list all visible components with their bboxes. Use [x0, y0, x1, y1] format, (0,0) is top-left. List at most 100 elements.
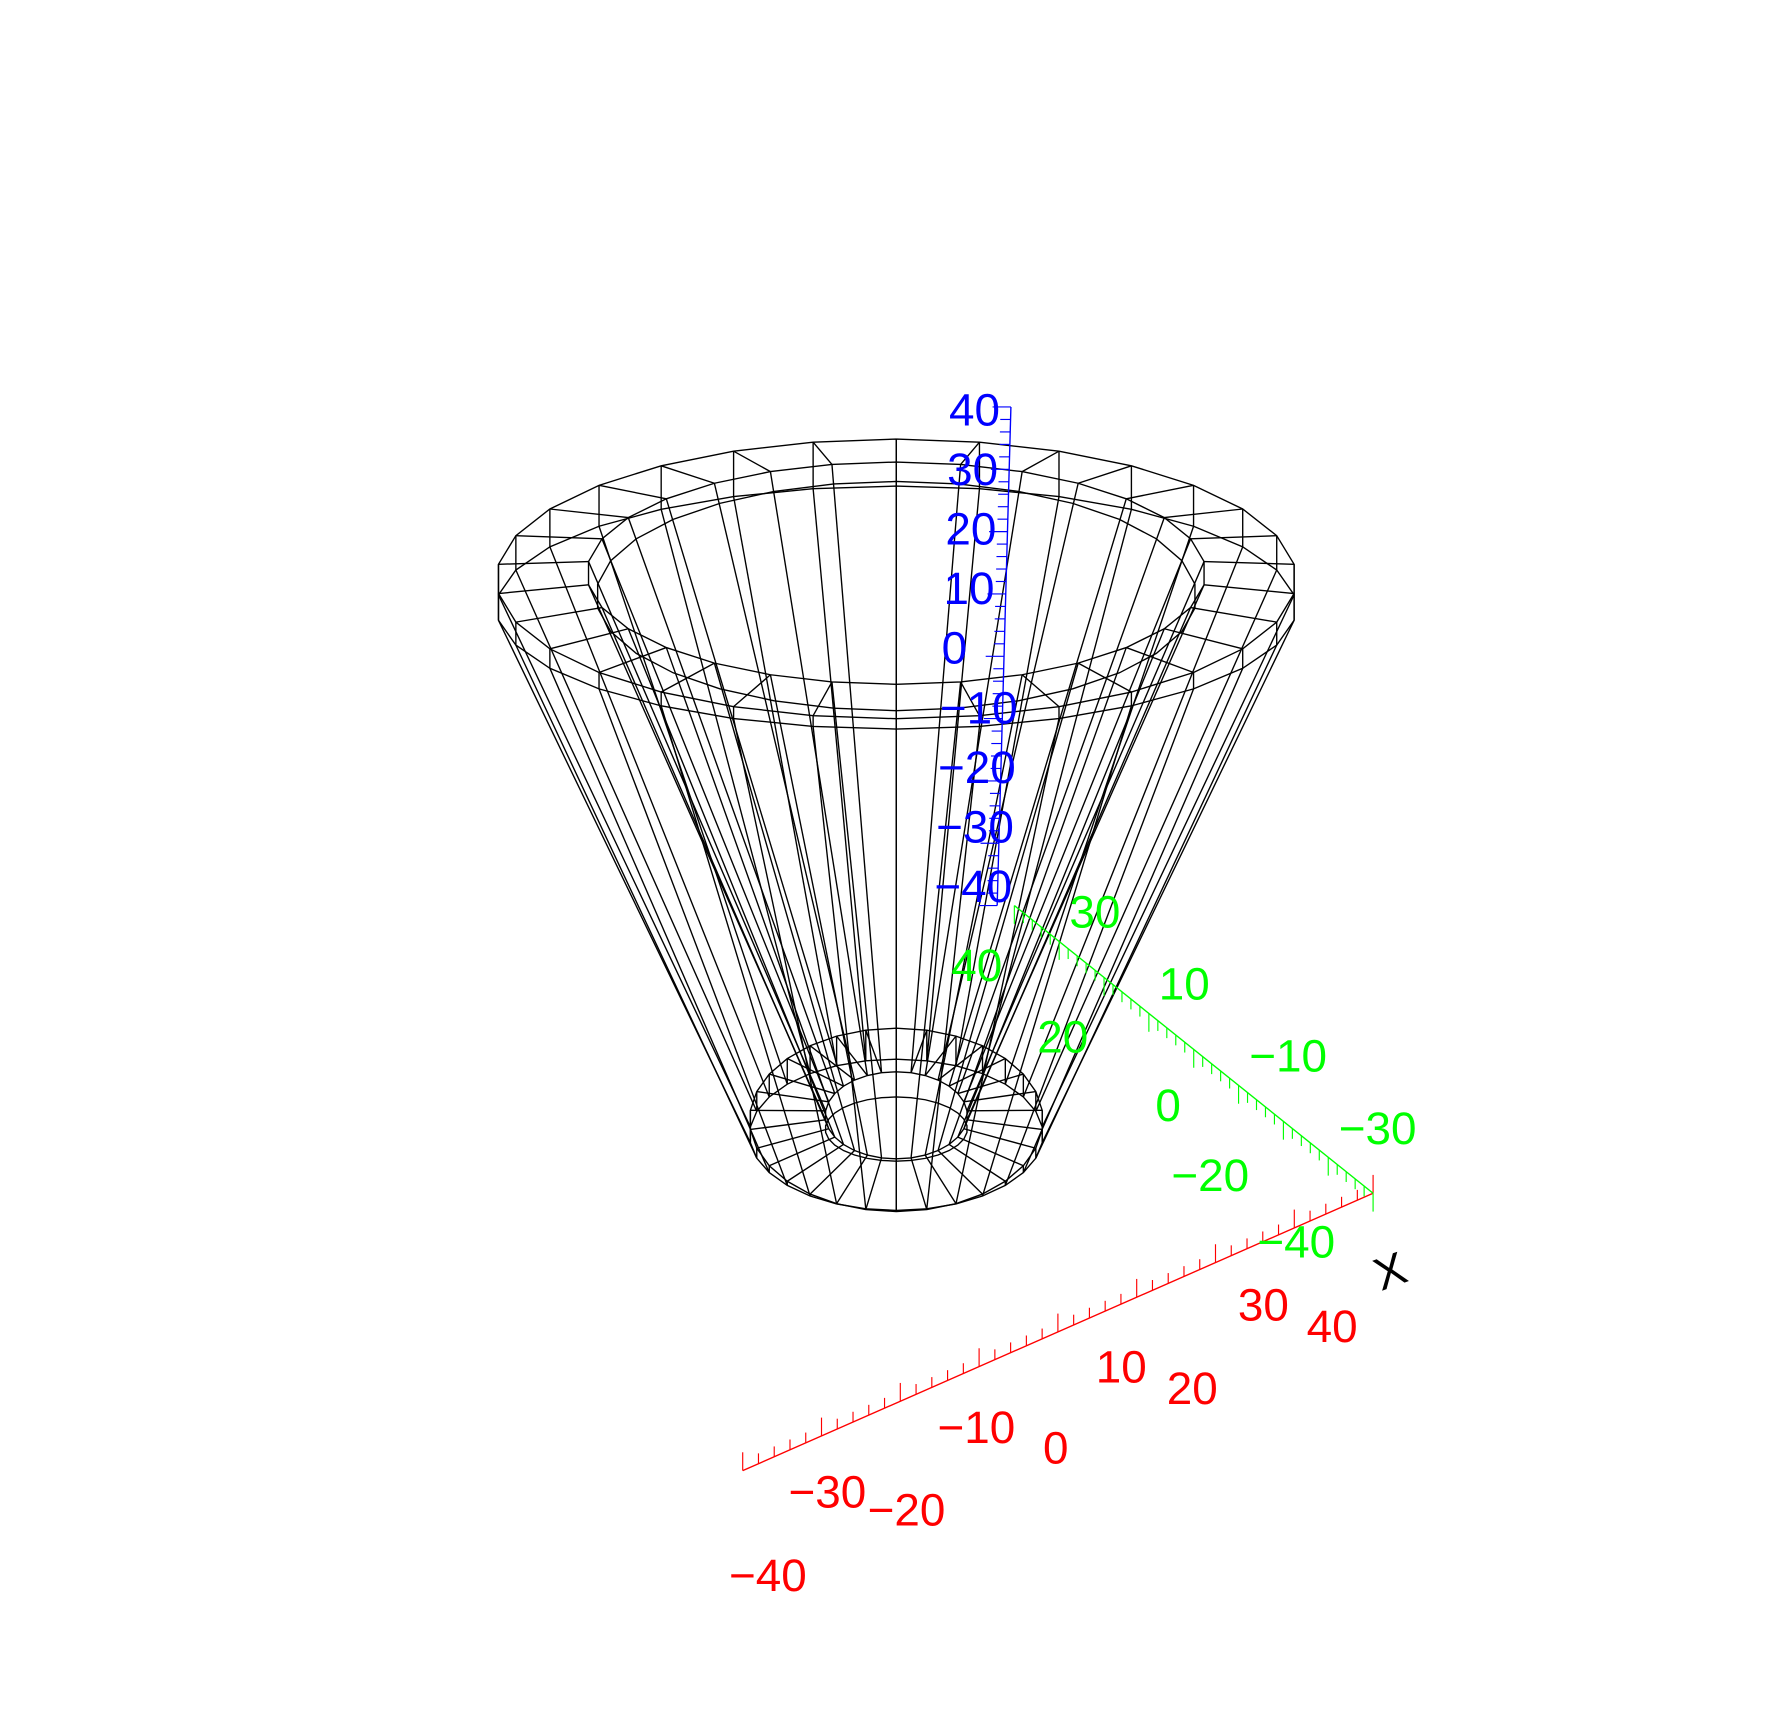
top-face-edge — [515, 606, 603, 623]
outer-generator — [812, 488, 867, 1061]
bottom-face-edge — [937, 1045, 983, 1081]
z-axis-tick-label: −20 — [938, 742, 1016, 793]
inner-generator — [665, 498, 845, 1087]
outer-generator — [732, 718, 838, 1205]
inner-generator — [963, 538, 1192, 1103]
inner-generator — [924, 674, 1023, 1156]
bottom-face-edge — [756, 1128, 829, 1149]
outer-generator — [598, 688, 788, 1186]
top-face-edge — [498, 560, 589, 565]
outer-generator — [812, 726, 867, 1209]
bottom-face-edge — [786, 1057, 844, 1087]
outer-generator — [549, 546, 770, 1098]
top-face-edge — [812, 441, 833, 465]
inner-generator — [769, 674, 869, 1156]
x-axis-tick-label: 30 — [1238, 1279, 1289, 1330]
inner-generator — [948, 647, 1127, 1145]
inner-generator — [966, 561, 1205, 1112]
top-face-edge — [598, 484, 667, 500]
inner-generator — [910, 464, 962, 1073]
z-axis-tick-label: 40 — [949, 384, 1000, 435]
bottom-face-edge — [786, 1143, 844, 1182]
bottom-face-edge — [963, 1128, 1036, 1149]
outer-generator — [515, 569, 758, 1112]
bottom-face-edge — [865, 1029, 883, 1073]
outer-generator — [1041, 619, 1295, 1144]
bottom-face-edge — [769, 1073, 835, 1095]
x-axis-tick-label: 10 — [1096, 1341, 1147, 1392]
z-axis-tick-label: −30 — [936, 802, 1014, 853]
y-axis-tick-label: 40 — [951, 940, 1002, 991]
top-face-edge — [549, 508, 629, 519]
y-axis-tick-label: 20 — [1037, 1011, 1088, 1062]
inner-generator — [937, 483, 1079, 1081]
bottom-face-edge — [966, 1119, 1043, 1131]
top-face-edge — [660, 465, 715, 484]
bottom-face-edge — [836, 1035, 868, 1076]
bottom-face-edge — [865, 1157, 883, 1210]
bottom-face-edge — [910, 1157, 928, 1210]
x-axis-tick-label: −40 — [729, 1550, 807, 1601]
top-face-edge — [660, 662, 715, 693]
bottom-face-edge — [910, 1029, 928, 1073]
inner-generator — [957, 517, 1165, 1094]
top-face-edge — [549, 628, 629, 650]
inner-generator — [665, 647, 845, 1145]
x-axis-tick-label: −20 — [868, 1485, 946, 1536]
outer-generator — [1041, 594, 1295, 1128]
x-axis-tick-label: −30 — [789, 1466, 867, 1517]
outer-generator — [549, 668, 770, 1173]
top-face-edge — [1190, 535, 1277, 540]
bottom-face-edge — [948, 1143, 1006, 1182]
outer-generator — [660, 705, 811, 1197]
inner-generator — [601, 538, 830, 1103]
inner-generator — [948, 498, 1127, 1087]
inner-generator — [831, 681, 883, 1158]
top-face-edge — [1126, 646, 1194, 674]
inner-generator — [627, 628, 836, 1138]
bottom-face-edge — [750, 1119, 826, 1131]
y-axis-tick-label: −10 — [1249, 1031, 1327, 1082]
top-face-edge — [960, 441, 980, 465]
z-axis-tick-label: 10 — [944, 563, 995, 614]
top-face-edge — [498, 584, 589, 595]
bottom-face-edge — [937, 1150, 984, 1195]
top-face-edge — [1021, 674, 1060, 708]
bottom-face-edge — [836, 1154, 868, 1205]
bottom-face-edge — [948, 1057, 1006, 1087]
x-axis-tick-label: 20 — [1167, 1363, 1218, 1414]
outer-generator — [926, 488, 981, 1061]
top-face-edge — [733, 674, 771, 708]
top-face-edge — [1204, 560, 1295, 565]
top-face-edge — [1021, 450, 1060, 473]
y-axis-tick-label: 0 — [1155, 1080, 1181, 1131]
inner-generator — [937, 662, 1079, 1151]
z-axis-tick-label: −40 — [934, 861, 1012, 912]
bottom-face-edge — [957, 1136, 1024, 1167]
top-face-edge — [812, 681, 833, 717]
inner-generator — [713, 483, 856, 1081]
top-face-edge — [1077, 662, 1132, 693]
y-axis-tick-label: −20 — [1171, 1150, 1249, 1201]
y-axis-tick-label: 30 — [1069, 886, 1120, 937]
top-face-edge — [1077, 465, 1132, 484]
top-face-edge — [960, 681, 981, 717]
bottom-face-edge — [957, 1073, 1024, 1095]
top-face-edge — [515, 535, 603, 540]
cone-wireframe — [497, 438, 1295, 1213]
inner-generator — [587, 561, 827, 1112]
top-face-edge — [1164, 628, 1243, 650]
x-axis-tick-label: −10 — [938, 1402, 1016, 1453]
bottom-face-edge — [809, 1045, 855, 1081]
inner-generator — [769, 471, 869, 1076]
y-axis-tick-label: −40 — [1257, 1216, 1335, 1267]
z-axis-tick-label: 30 — [947, 444, 998, 495]
bottom-face-edge — [768, 1136, 836, 1167]
outer-generator — [497, 594, 752, 1128]
outer-generator — [732, 496, 838, 1066]
inner-generator — [713, 662, 856, 1151]
outer-generator — [515, 644, 758, 1159]
inner-generator — [601, 607, 830, 1130]
